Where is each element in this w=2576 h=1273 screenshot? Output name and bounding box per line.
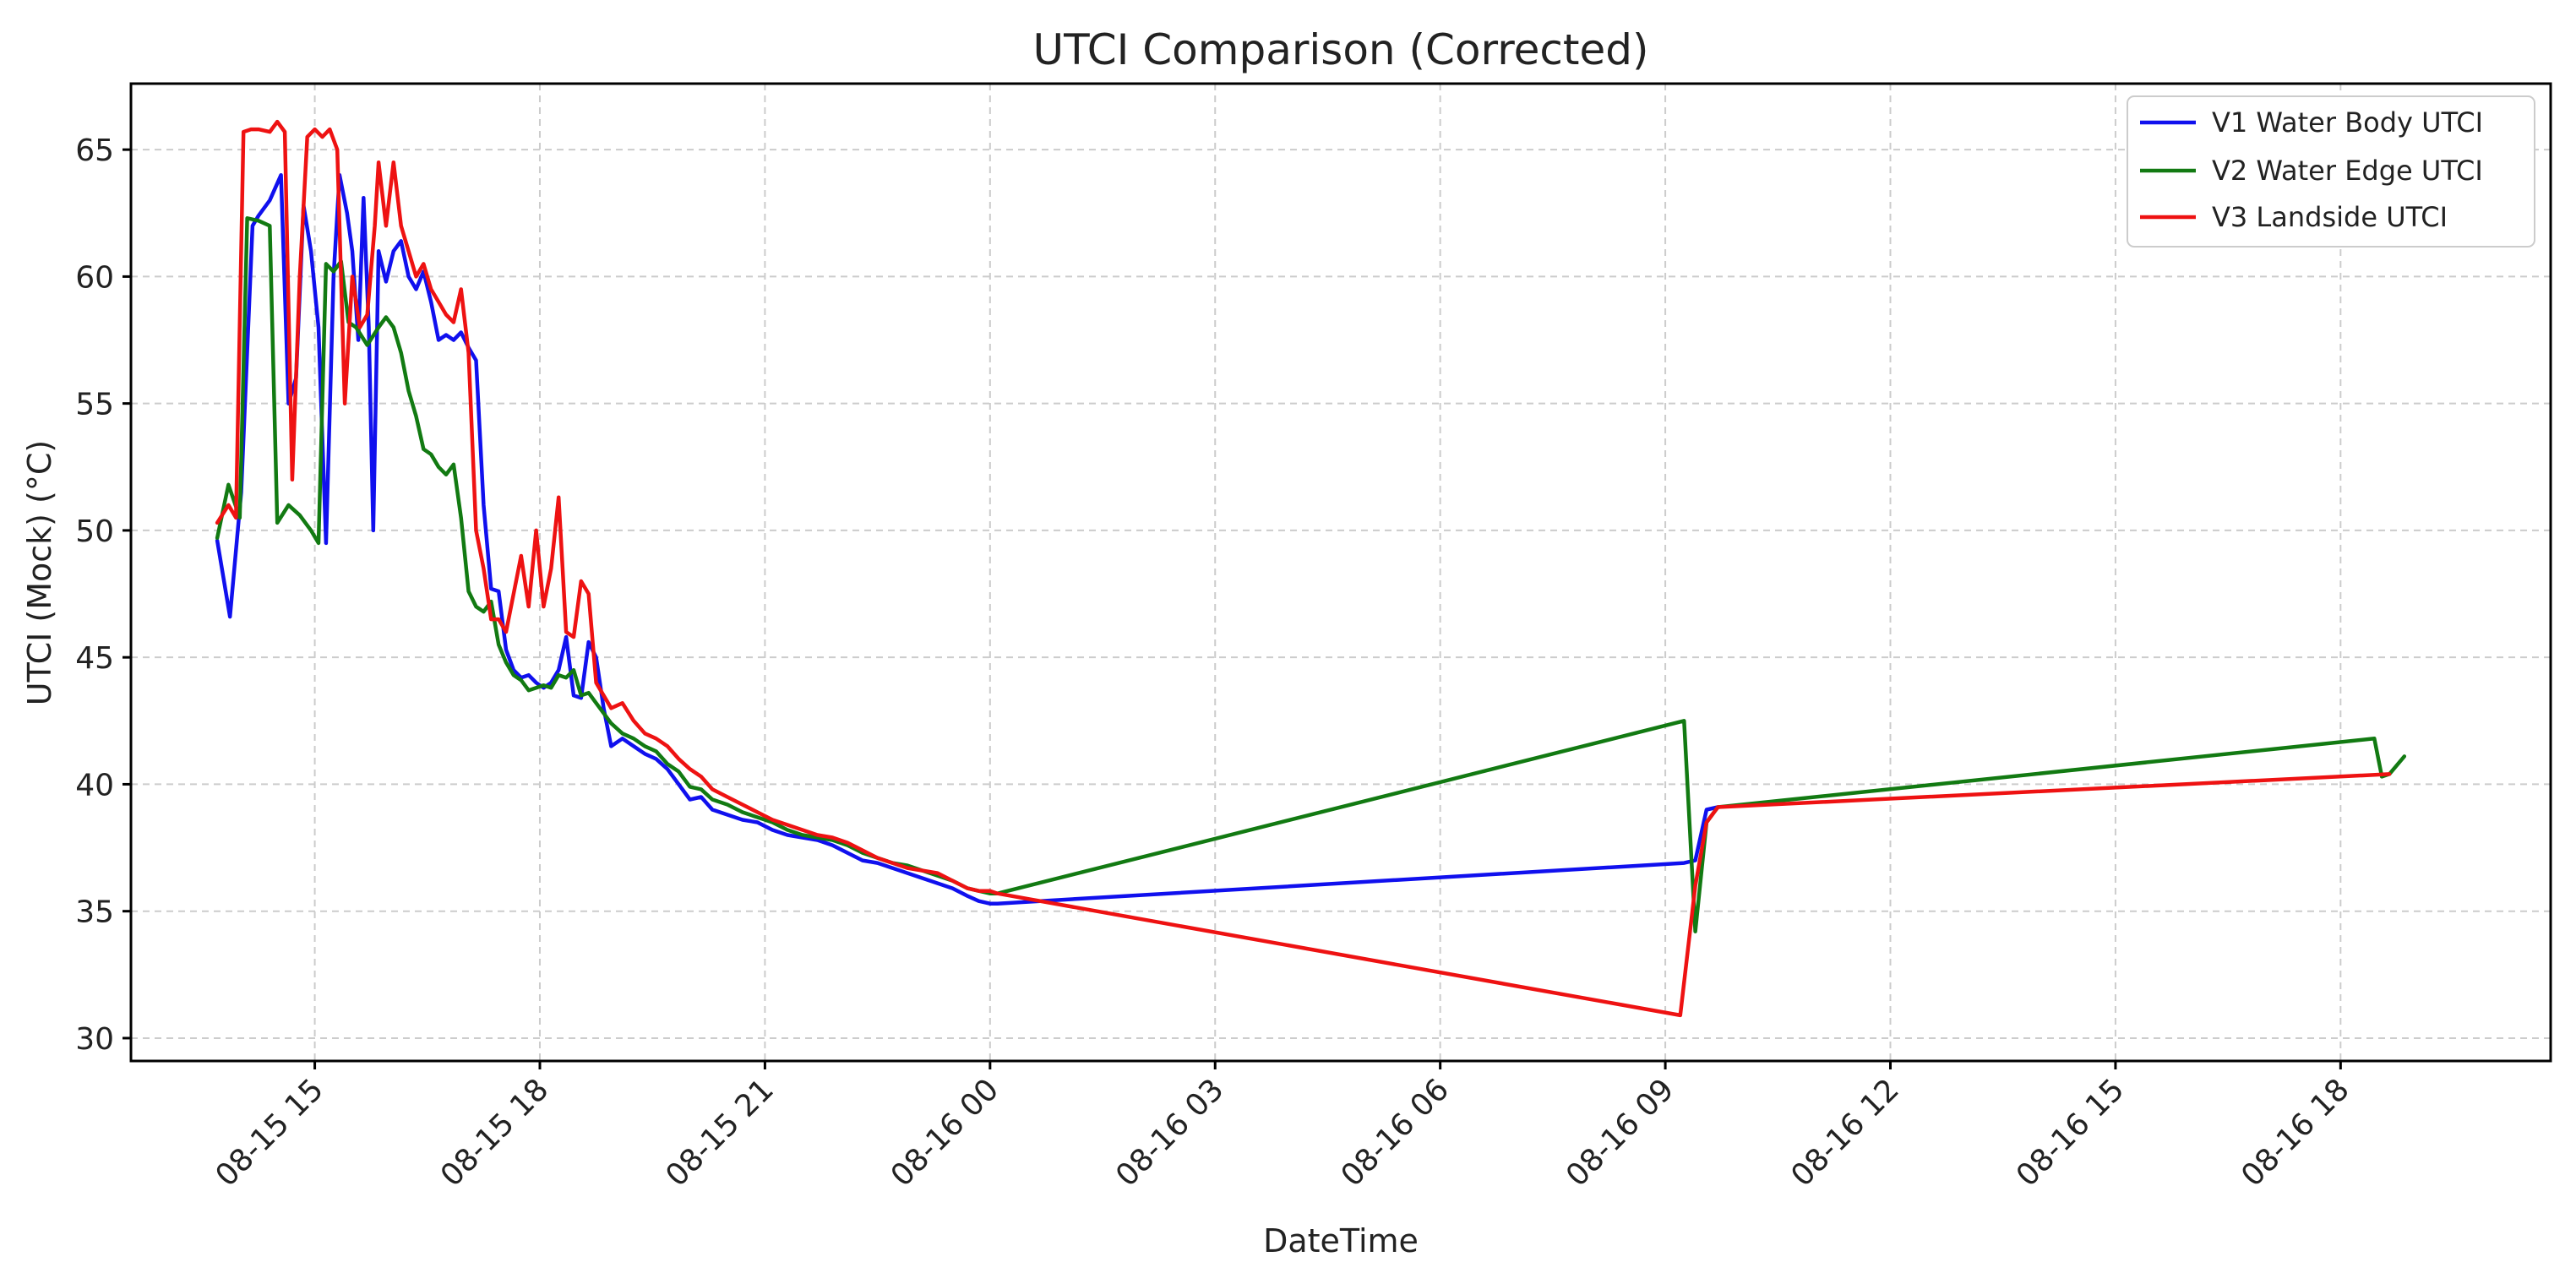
plot-frame <box>129 82 2552 1063</box>
x-axis-label: DateTime <box>1263 1222 1419 1259</box>
y-tick-label: 50 <box>75 514 114 549</box>
series-line-v3 <box>215 119 2392 1018</box>
series-layer <box>215 119 2407 1018</box>
legend: V1 Water Body UTCI V2 Water Edge UTCI V3… <box>2127 95 2535 248</box>
y-tick-label: 45 <box>75 641 114 676</box>
grid-layer <box>131 84 2551 1061</box>
y-tick-label: 65 <box>75 133 114 168</box>
y-tick-label: 40 <box>75 768 114 802</box>
legend-item-v1: V1 Water Body UTCI <box>2140 106 2483 139</box>
y-tick-label: 55 <box>75 388 114 422</box>
legend-item-v3: V3 Landside UTCI <box>2140 201 2448 233</box>
legend-item-v2: V2 Water Edge UTCI <box>2140 155 2483 187</box>
legend-label-v2: V2 Water Edge UTCI <box>2212 155 2483 187</box>
y-tick-label: 60 <box>75 260 114 295</box>
legend-box <box>2127 95 2535 248</box>
y-tick-label: 30 <box>75 1022 114 1057</box>
y-axis-ticks: 30 35 40 45 50 55 60 65 <box>75 133 131 1057</box>
legend-label-v3: V3 Landside UTCI <box>2212 201 2448 233</box>
chart-title: UTCI Comparison (Corrected) <box>1032 25 1648 74</box>
y-axis-label: UTCI (Mock) (°C) <box>21 440 58 705</box>
y-tick-label: 35 <box>75 895 114 930</box>
legend-label-v1: V1 Water Body UTCI <box>2212 106 2483 139</box>
